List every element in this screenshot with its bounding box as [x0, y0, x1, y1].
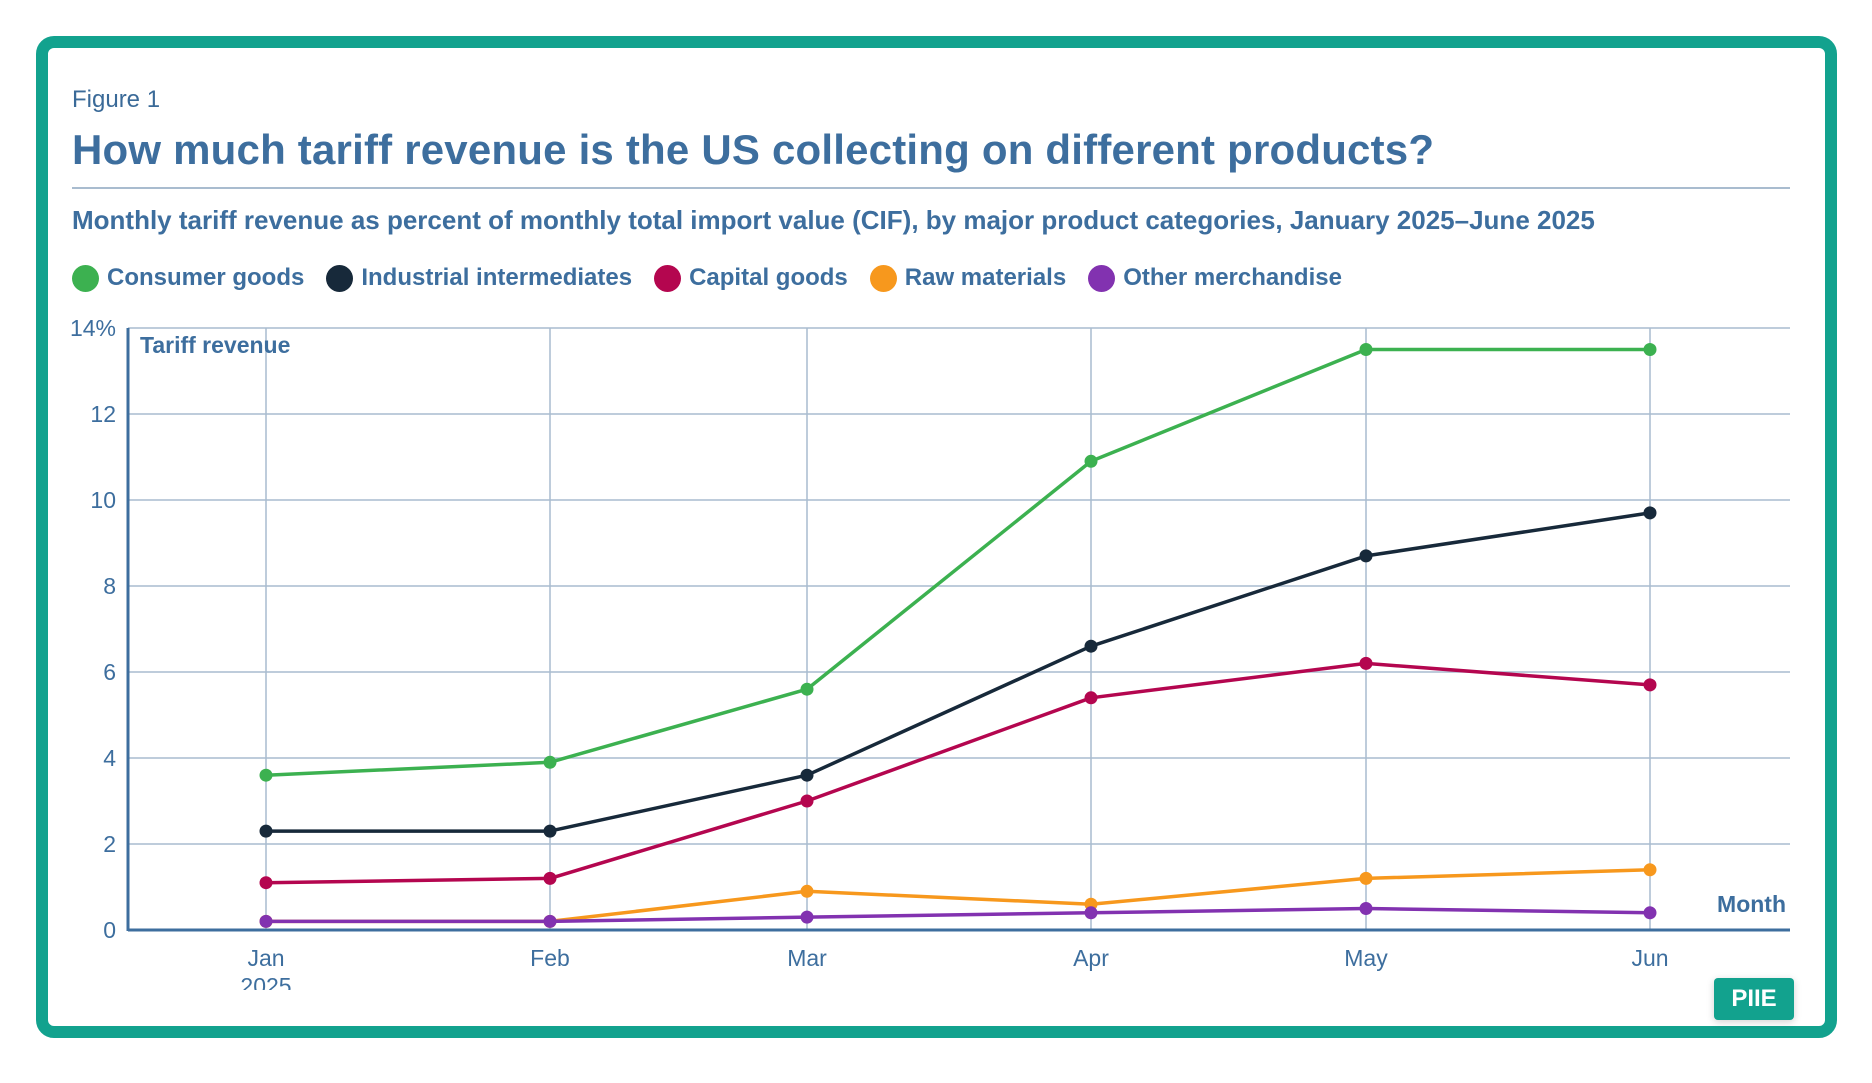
data-point — [1643, 506, 1657, 520]
x-tick-label: Jan — [247, 945, 284, 971]
figure-frame — [36, 36, 1837, 1038]
series-line — [265, 347, 1650, 777]
data-point — [1643, 863, 1657, 877]
data-point — [1084, 639, 1098, 653]
legend-item-consumer-goods: Consumer goods — [72, 264, 304, 292]
x-tick-label: May — [1344, 945, 1388, 971]
data-point — [1084, 691, 1098, 705]
series-layer — [259, 343, 1657, 928]
chart-title: How much tariff revenue is the US collec… — [72, 126, 1435, 173]
x-tick-label: Apr — [1073, 945, 1109, 971]
y-tick-label: 12 — [90, 401, 116, 427]
series-line — [266, 511, 1651, 833]
legend-item-industrial-intermediates: Industrial intermediates — [326, 264, 632, 292]
data-point — [543, 755, 557, 769]
data-point — [1643, 906, 1657, 920]
legend-item-other-merchandise: Other merchandise — [1088, 264, 1342, 292]
title-divider — [72, 187, 1790, 189]
x-tick-sublabel: 2025 — [240, 973, 291, 999]
y-tick-label: 14% — [70, 315, 116, 341]
x-tick-label: Feb — [530, 945, 570, 971]
x-axis-title: Month — [1717, 891, 1786, 917]
figure-label: Figure 1 — [72, 86, 161, 113]
data-point — [259, 768, 273, 782]
legend-label: Raw materials — [904, 264, 1067, 291]
data-point — [800, 794, 814, 808]
data-point — [543, 871, 557, 885]
y-tick-label: 4 — [103, 745, 116, 771]
x-tick-label: Mar — [787, 945, 827, 971]
legend-item-raw-materials: Raw materials — [869, 264, 1067, 292]
data-point — [1359, 656, 1373, 670]
y-tick-label: 6 — [103, 659, 116, 685]
y-tick-label: 10 — [90, 487, 116, 513]
legend-label: Industrial intermediates — [361, 264, 633, 291]
axis-layer — [126, 328, 1790, 932]
legend-swatch — [869, 264, 897, 292]
legend: Consumer goods Industrial intermediates … — [72, 263, 1364, 293]
series-line — [266, 906, 1651, 924]
legend-label: Other merchandise — [1123, 264, 1342, 291]
y-tick-label: 2 — [103, 831, 116, 857]
data-point — [1643, 678, 1657, 692]
x-tick-label: Jun — [1631, 945, 1668, 971]
data-point — [1359, 549, 1373, 563]
legend-swatch — [1088, 264, 1116, 292]
data-point — [543, 914, 557, 928]
data-point — [800, 682, 814, 696]
legend-swatch — [326, 264, 354, 292]
legend-swatch — [654, 264, 682, 292]
data-point — [1084, 454, 1098, 468]
legend-label: Consumer goods — [107, 264, 305, 291]
legend-label: Capital goods — [689, 264, 848, 291]
data-point — [259, 824, 273, 838]
data-point — [800, 910, 814, 924]
data-point — [543, 824, 557, 838]
y-tick-label: 8 — [103, 573, 116, 599]
data-point — [259, 876, 273, 890]
data-point — [1359, 343, 1373, 356]
data-point — [1084, 906, 1098, 920]
y-axis-title: Tariff revenue — [140, 332, 290, 358]
data-point — [1359, 871, 1373, 885]
legend-item-capital-goods: Capital goods — [654, 264, 848, 292]
data-point — [800, 884, 814, 898]
data-point — [1643, 343, 1657, 356]
data-point — [1359, 902, 1373, 915]
y-tick-label: 0 — [103, 917, 116, 943]
chart-subtitle: Monthly tariff revenue as percent of mon… — [72, 205, 1595, 235]
data-point — [259, 914, 273, 928]
piie-logo-badge: PIIE — [1714, 978, 1794, 1020]
data-point — [800, 768, 814, 782]
legend-swatch — [72, 264, 99, 292]
series-line — [265, 661, 1651, 885]
grid-layer — [128, 327, 1790, 930]
